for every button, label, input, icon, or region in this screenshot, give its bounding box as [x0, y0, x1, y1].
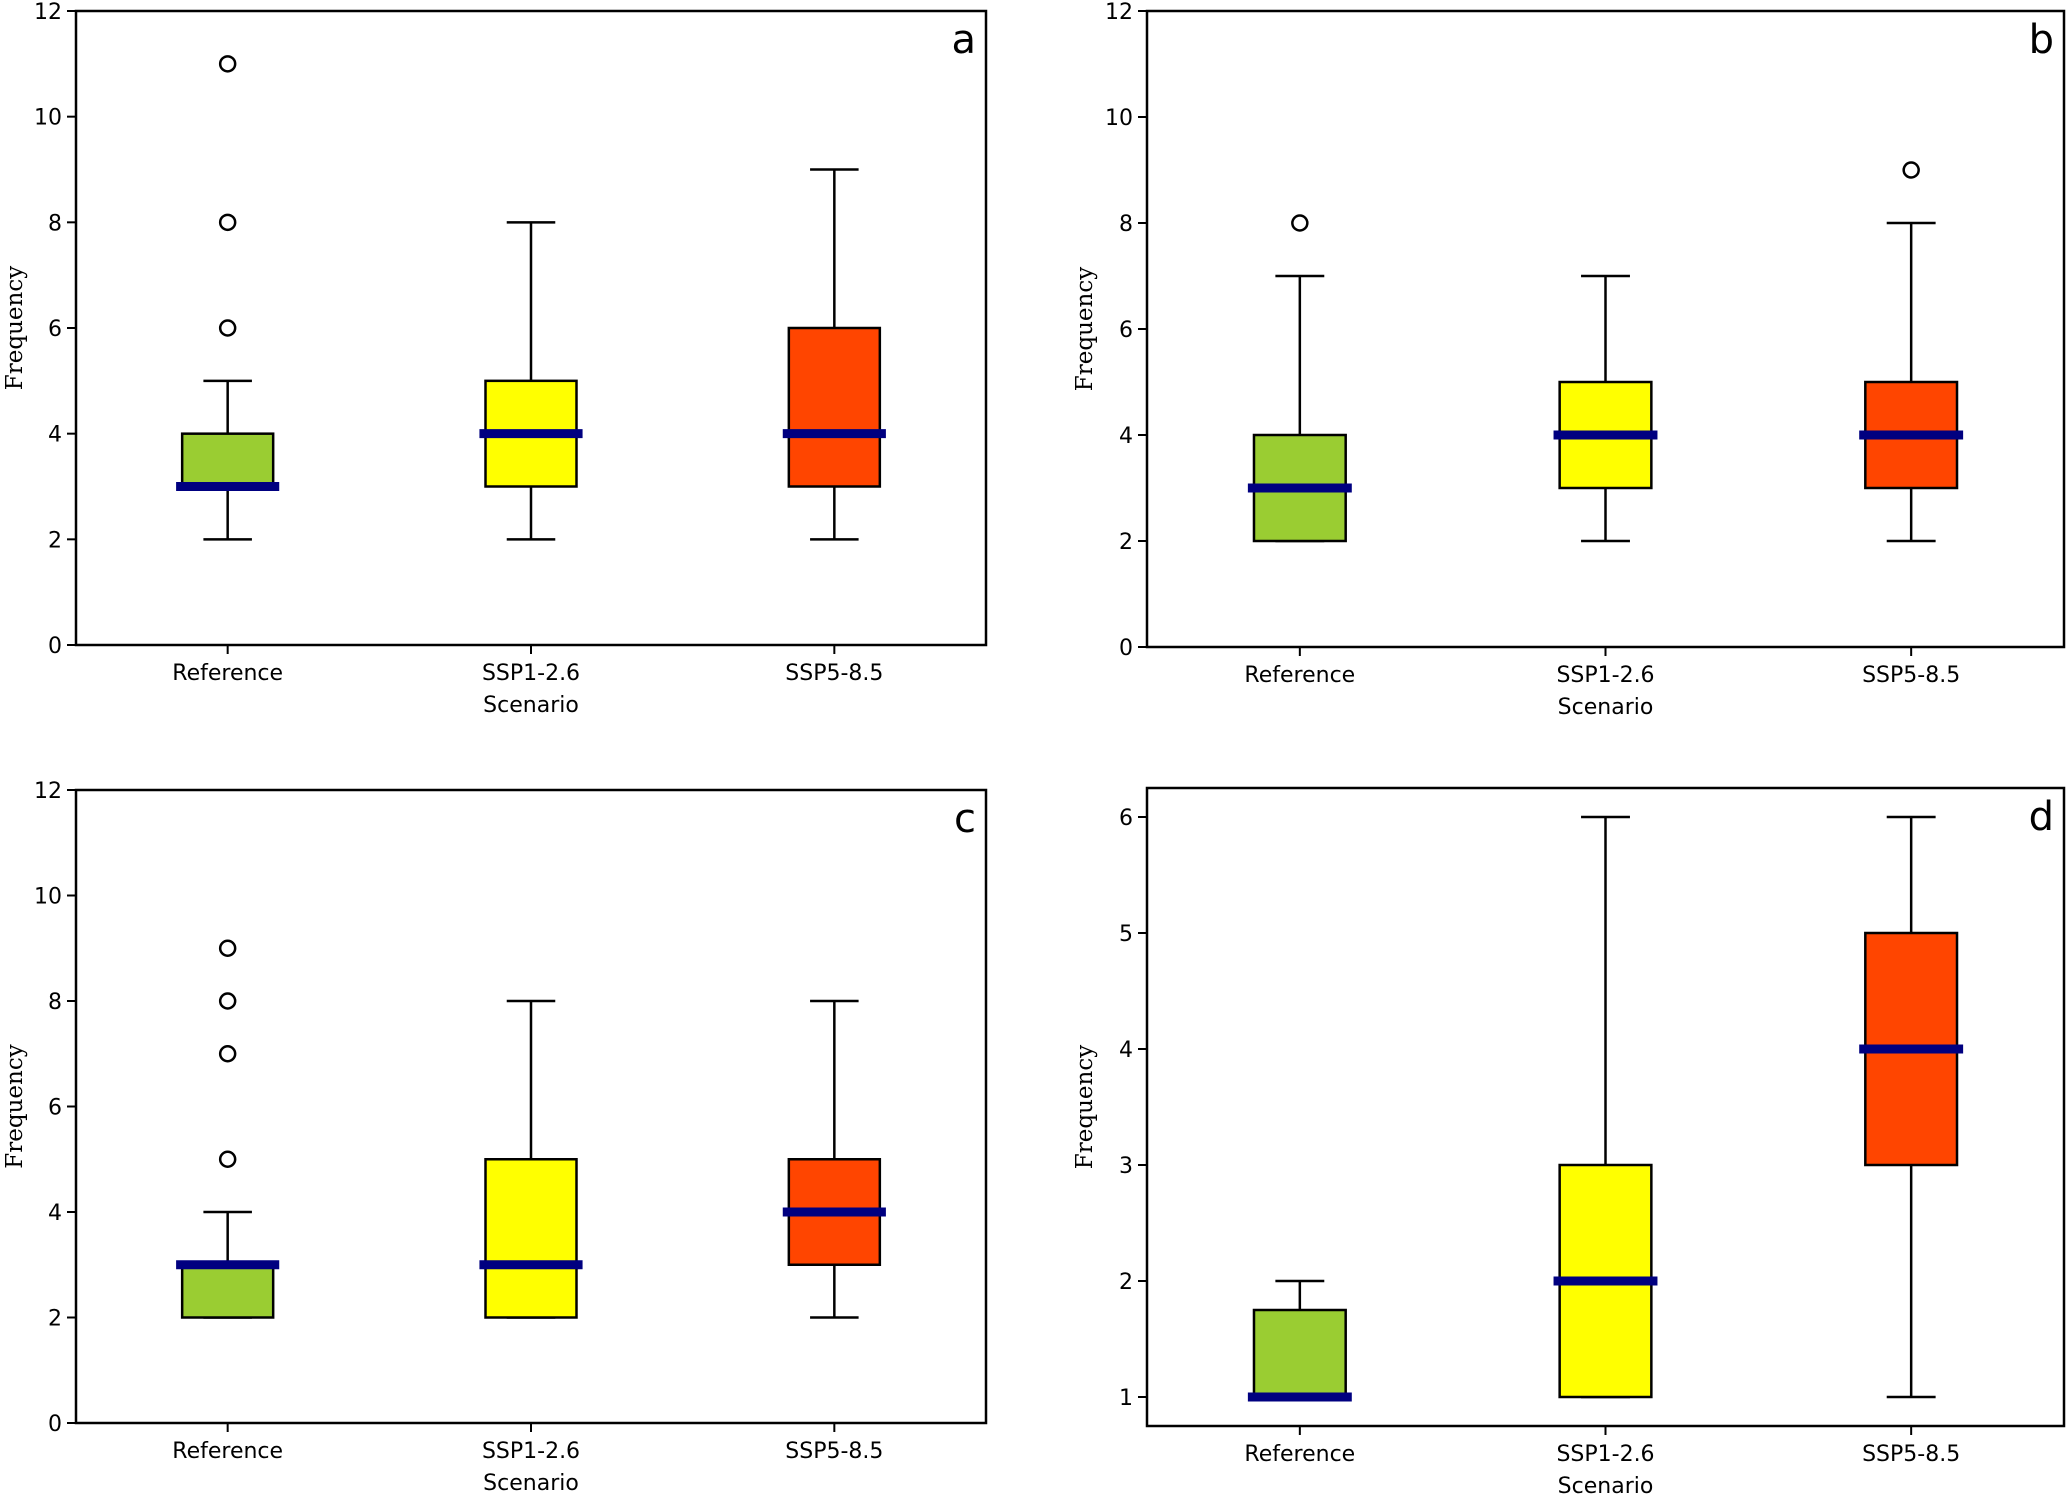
- y-tick-label: 2: [48, 528, 62, 553]
- plot-frame: [1145, 786, 2066, 1428]
- x-tick-label: SSP1-2.6: [482, 1439, 580, 1464]
- panel-label: a: [951, 17, 976, 63]
- y-tick-label: 6: [1119, 806, 1133, 831]
- panel-label: d: [2029, 794, 2054, 840]
- y-tick-label: 10: [34, 106, 62, 131]
- y-tick-label: 12: [34, 779, 62, 804]
- y-axis-label: Frequency: [2, 266, 28, 390]
- y-tick-label: 4: [48, 423, 62, 448]
- x-tick-label: Reference: [1244, 1442, 1355, 1467]
- box-Reference: [176, 939, 280, 1319]
- panel-b: Reference SSP1-2.6 SSP5-8.5 0 2 4 6 8 10 12 Scenar…: [1072, 0, 2066, 720]
- panel-a: Reference SSP1-2.6 SSP5-8.5 0 2 4 6 8 10 12 Scenar…: [2, 0, 988, 718]
- outlier-point: [1902, 161, 1920, 179]
- box-SSP5-8.5: [782, 999, 886, 1319]
- box-Reference: [1247, 214, 1352, 543]
- box-iqr: [180, 432, 275, 488]
- box-Reference: [176, 55, 280, 541]
- x-tick-label: SSP5-8.5: [1862, 663, 1960, 688]
- x-tick-label: SSP5-8.5: [1862, 1442, 1960, 1467]
- y-tick-label: 2: [48, 1307, 62, 1332]
- x-tick-label: SSP5-8.5: [785, 1439, 883, 1464]
- y-tick-label: 12: [1105, 0, 1133, 25]
- x-tick-label: SSP1-2.6: [1556, 663, 1654, 688]
- box-SSP1-2.6: [479, 999, 583, 1319]
- y-tick-label: 1: [1119, 1386, 1133, 1411]
- box-SSP1-2.6: [1553, 274, 1658, 543]
- x-axis-label: Scenario: [483, 1471, 579, 1494]
- y-tick-label: 8: [48, 211, 62, 236]
- box-SSP5-8.5: [782, 168, 886, 541]
- y-tick-label: 6: [48, 1096, 62, 1121]
- y-tick-label: 0: [48, 1412, 62, 1437]
- box-iqr: [787, 326, 882, 488]
- box-iqr: [1252, 1308, 1347, 1399]
- y-axis-label: Frequency: [2, 1044, 28, 1168]
- box-SSP5-8.5: [1859, 815, 1964, 1399]
- outlier-point: [218, 1045, 237, 1063]
- x-tick-label: SSP1-2.6: [482, 661, 580, 686]
- panel-c: Reference SSP1-2.6 SSP5-8.5 0 2 4 6 8 10 12 Scenar…: [2, 779, 988, 1494]
- box-iqr: [484, 1158, 578, 1319]
- box-SSP5-8.5: [1859, 161, 1964, 543]
- y-tick-label: 6: [1119, 318, 1133, 343]
- box-Reference: [1247, 1279, 1352, 1402]
- x-tick-label: Reference: [172, 1439, 283, 1464]
- y-tick-label: 8: [1119, 212, 1133, 237]
- x-tick-label: SSP1-2.6: [1556, 1442, 1654, 1467]
- y-tick-label: 10: [1105, 106, 1133, 131]
- outlier-point: [1291, 214, 1309, 232]
- x-tick-label: Reference: [172, 661, 283, 686]
- outlier-point: [218, 55, 237, 73]
- outlier-point: [218, 319, 237, 337]
- panel-d: Reference SSP1-2.6 SSP5-8.5 1 2 3 4 5 6 Scenario F…: [1072, 786, 2066, 1494]
- y-tick-label: 2: [1119, 1270, 1133, 1295]
- x-axis-label: Scenario: [1558, 1474, 1654, 1494]
- outlier-point: [218, 1150, 237, 1168]
- x-axis-label: Scenario: [1558, 695, 1654, 720]
- y-tick-label: 8: [48, 990, 62, 1015]
- outlier-point: [218, 939, 237, 957]
- box-iqr: [180, 1263, 275, 1319]
- y-tick-label: 4: [1119, 1038, 1133, 1063]
- outlier-point: [218, 992, 237, 1010]
- panel-label: b: [2029, 17, 2054, 63]
- y-tick-label: 3: [1119, 1154, 1133, 1179]
- y-tick-label: 4: [48, 1201, 62, 1226]
- y-axis-label: Frequency: [1072, 1045, 1098, 1169]
- y-tick-label: 6: [48, 317, 62, 342]
- outlier-point: [218, 213, 237, 232]
- y-axis-label: Frequency: [1072, 267, 1098, 391]
- y-tick-label: 2: [1119, 530, 1133, 555]
- y-tick-label: 0: [1119, 636, 1133, 661]
- box-SSP1-2.6: [1553, 815, 1658, 1399]
- y-tick-label: 10: [34, 885, 62, 910]
- y-tick-label: 5: [1119, 922, 1133, 947]
- panel-label: c: [954, 796, 976, 842]
- y-tick-label: 4: [1119, 424, 1133, 449]
- y-tick-label: 0: [48, 634, 62, 659]
- x-tick-label: Reference: [1244, 663, 1355, 688]
- y-tick-label: 12: [34, 0, 62, 25]
- box-SSP1-2.6: [479, 221, 583, 541]
- x-tick-label: SSP5-8.5: [785, 661, 883, 686]
- x-axis-label: Scenario: [483, 693, 579, 718]
